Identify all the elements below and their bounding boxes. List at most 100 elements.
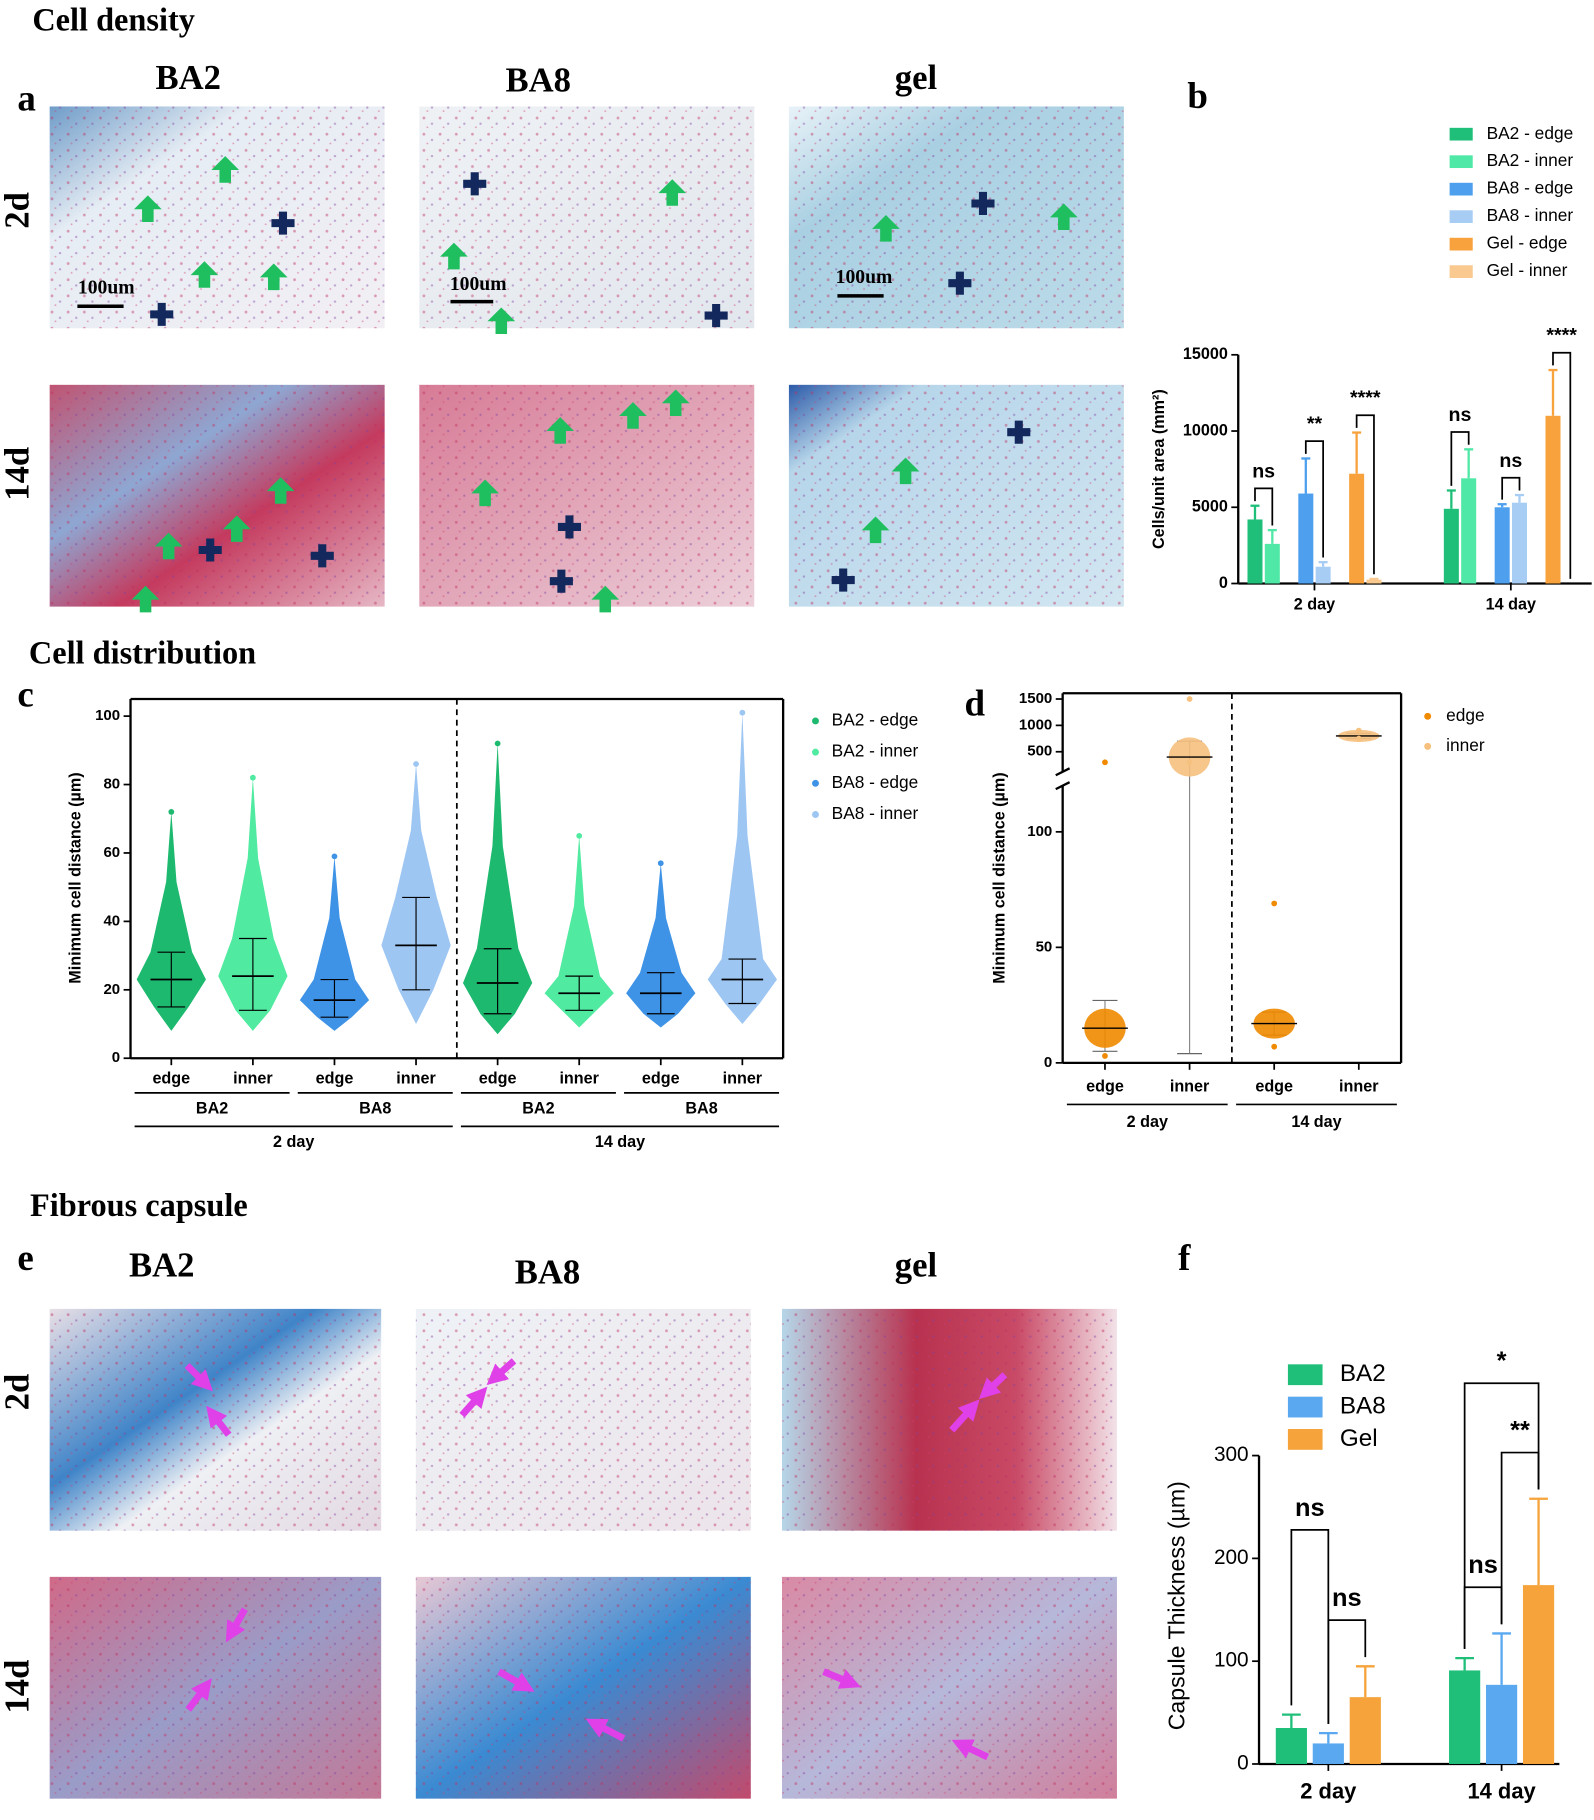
y-tick-label: 5000	[1192, 498, 1228, 516]
significance-label: **	[1510, 1416, 1530, 1444]
bar	[1247, 519, 1263, 584]
micrograph-texture	[415, 1576, 751, 1799]
cross-marker	[198, 538, 222, 562]
x-tick-label: inner	[1170, 1077, 1210, 1095]
bar	[1366, 579, 1382, 584]
scale-bar-label: 100um	[836, 267, 893, 288]
capsule-arrow	[486, 1358, 517, 1386]
error-bar	[1514, 493, 1525, 503]
day-label: 2 day	[1127, 1113, 1168, 1131]
group-label: BA8	[685, 1099, 717, 1117]
green-arrow	[1049, 203, 1078, 231]
green-arrow	[133, 195, 162, 222]
error-bar	[1455, 1656, 1474, 1671]
capsule-arrow	[585, 1718, 626, 1742]
green-arrow	[546, 417, 575, 444]
y-tick-label: 40	[103, 912, 120, 929]
panel-letter: c	[17, 673, 33, 714]
cross-marker	[549, 569, 573, 593]
bar	[1522, 1585, 1555, 1764]
max-point	[168, 809, 175, 815]
significance-label: ns	[1332, 1584, 1362, 1612]
green-arrow	[440, 242, 468, 270]
panel-letter: d	[964, 683, 985, 724]
legend-label: BA8 - inner	[1487, 205, 1574, 225]
y-axis-label: Capsule Thickness (µm)	[1163, 1481, 1189, 1730]
row-label: 14d	[0, 1660, 37, 1714]
micrograph-texture	[419, 384, 755, 607]
cross-marker	[1007, 420, 1031, 444]
legend-swatch	[1449, 155, 1473, 169]
bracket	[1355, 414, 1375, 575]
column-label: gel	[895, 1246, 938, 1284]
micrograph-texture	[49, 384, 385, 607]
legend-label: BA2	[1340, 1360, 1386, 1387]
scale-bar-label: 100um	[78, 277, 135, 298]
legend-label: BA2 - edge	[1487, 123, 1574, 143]
green-arrow	[591, 585, 620, 613]
max-point	[494, 740, 501, 747]
capsule-arrow	[497, 1668, 535, 1692]
significance-label: ****	[1546, 325, 1577, 347]
cross-marker	[150, 302, 174, 326]
significance-bracket: ns	[1499, 450, 1522, 500]
legend-marker	[1424, 742, 1432, 750]
min-point	[1186, 759, 1193, 766]
y-axis-label: Minimum cell distance (µm)	[991, 772, 1009, 983]
max-point	[413, 761, 419, 767]
error-bar	[1352, 431, 1362, 474]
significance-label: ns	[1252, 460, 1275, 482]
y-tick-label: 100	[1027, 823, 1052, 840]
legend-label: BA2 - edge	[832, 710, 919, 730]
capsule-arrow	[822, 1668, 861, 1689]
max-point	[250, 774, 256, 781]
column-label: gel	[895, 59, 938, 97]
micrograph-texture	[419, 106, 755, 329]
green-arrow	[131, 585, 160, 613]
significance-label: **	[1307, 413, 1323, 435]
legend-marker	[812, 811, 819, 818]
legend-swatch	[1449, 237, 1473, 251]
micrograph-texture	[781, 1308, 1117, 1531]
green-arrow	[661, 389, 690, 417]
y-axis-label: Minimum cell distance (µm)	[67, 772, 85, 983]
x-tick-label: 14 day	[1467, 1779, 1536, 1804]
max-point	[331, 853, 338, 860]
day-label: 2 day	[273, 1133, 314, 1151]
significance-bracket: **	[1304, 413, 1325, 558]
violin	[299, 856, 370, 1031]
error-bar	[1282, 1713, 1301, 1729]
micrograph-texture	[415, 1308, 751, 1531]
legend-label: BA8 - edge	[832, 772, 919, 792]
max-point	[1355, 727, 1362, 734]
x-tick-label: inner	[559, 1069, 599, 1087]
cross-marker	[463, 172, 487, 196]
x-tick-label: inner	[723, 1069, 763, 1087]
capsule-arrow	[459, 1386, 488, 1418]
bar	[1298, 493, 1314, 584]
bracket	[1327, 1619, 1367, 1724]
legend-swatch	[1287, 1429, 1323, 1450]
cross-marker	[271, 211, 295, 235]
legend-swatch	[1449, 127, 1473, 141]
bar	[1449, 1670, 1481, 1764]
error-bar	[1529, 1497, 1548, 1586]
capsule-arrow	[225, 1607, 248, 1643]
capsule-arrow	[206, 1405, 232, 1437]
section-heading: Fibrous capsule	[30, 1187, 248, 1223]
green-arrow	[872, 215, 900, 242]
legend-label: BA8 - inner	[832, 803, 919, 823]
day-label: 14 day	[1291, 1113, 1341, 1131]
max-point	[1271, 900, 1278, 907]
violin	[626, 863, 696, 1028]
x-tick-label: inner	[1339, 1077, 1379, 1095]
cross-marker	[557, 515, 582, 539]
y-tick-label: 0	[112, 1049, 120, 1066]
violin	[544, 835, 614, 1028]
green-arrow	[861, 516, 890, 544]
axis-break	[1055, 781, 1071, 791]
bar	[1486, 1684, 1518, 1764]
y-axis-label: Cells/unit area (mm²)	[1150, 389, 1168, 549]
